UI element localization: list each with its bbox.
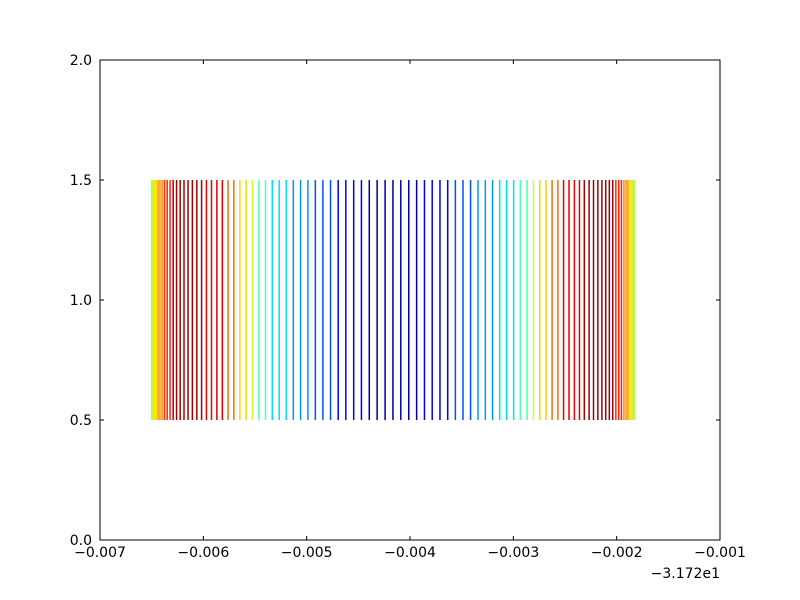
x-tick-label: −0.002 [591, 545, 643, 561]
y-tick-label: 2.0 [70, 53, 92, 69]
events [150, 180, 635, 420]
x-tick-label: −0.004 [384, 545, 436, 561]
x-tick-label: −0.007 [74, 545, 126, 561]
y-tick-label: 1.0 [70, 293, 92, 309]
x-tick-label: −0.005 [281, 545, 333, 561]
y-tick-label: 1.5 [70, 173, 92, 189]
x-tick-label: −0.003 [487, 545, 539, 561]
x-tick-label: −0.001 [694, 545, 746, 561]
y-tick-label: 0.5 [70, 413, 92, 429]
y-tick-label: 0.0 [70, 533, 92, 549]
x-tick-label: −0.006 [177, 545, 229, 561]
x-offset-label: −3.172e1 [651, 566, 720, 582]
